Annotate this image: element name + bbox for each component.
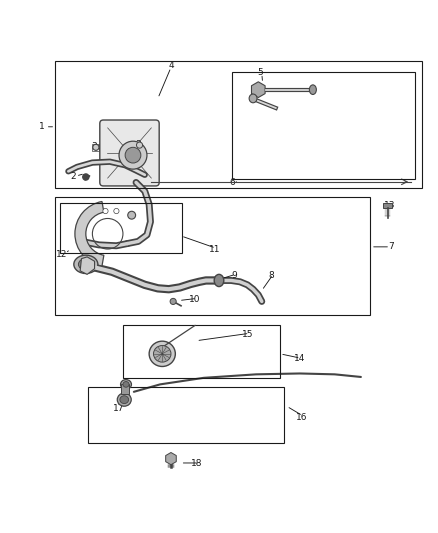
Circle shape <box>137 142 143 148</box>
Wedge shape <box>75 201 104 266</box>
Circle shape <box>170 298 176 304</box>
FancyBboxPatch shape <box>100 120 159 186</box>
Text: 18: 18 <box>191 459 203 469</box>
Ellipse shape <box>249 94 257 103</box>
Text: 9: 9 <box>231 271 237 280</box>
Polygon shape <box>80 257 95 274</box>
Ellipse shape <box>149 341 175 367</box>
Text: 2: 2 <box>70 173 75 182</box>
Bar <box>55 197 370 314</box>
Text: 12: 12 <box>56 250 67 259</box>
Text: 6: 6 <box>229 178 235 187</box>
Ellipse shape <box>117 393 131 406</box>
Text: 3: 3 <box>135 140 141 149</box>
Ellipse shape <box>120 379 131 389</box>
Text: 8: 8 <box>268 271 274 280</box>
Bar <box>92 144 99 151</box>
Text: 11: 11 <box>209 245 220 254</box>
Text: 15: 15 <box>242 330 253 338</box>
Bar <box>60 203 182 253</box>
Text: 17: 17 <box>113 404 124 413</box>
Text: 1: 1 <box>39 122 45 131</box>
Text: 16: 16 <box>296 413 308 422</box>
Ellipse shape <box>120 395 129 403</box>
Circle shape <box>103 208 108 214</box>
Ellipse shape <box>214 274 224 287</box>
Bar <box>232 72 416 179</box>
Ellipse shape <box>74 255 98 273</box>
Circle shape <box>83 174 89 180</box>
Bar <box>383 203 392 207</box>
Ellipse shape <box>123 382 129 387</box>
Text: 5: 5 <box>258 68 263 77</box>
Circle shape <box>114 208 119 214</box>
Bar <box>121 384 130 394</box>
Circle shape <box>119 141 147 169</box>
Circle shape <box>128 211 136 219</box>
Text: 3: 3 <box>92 142 97 151</box>
Ellipse shape <box>153 345 171 362</box>
Bar <box>88 386 285 443</box>
Ellipse shape <box>78 259 93 270</box>
Text: 14: 14 <box>294 354 305 362</box>
Bar <box>55 61 422 188</box>
Circle shape <box>125 147 141 163</box>
Text: 4: 4 <box>168 61 174 70</box>
Bar <box>123 326 280 378</box>
Text: 10: 10 <box>189 295 201 304</box>
Ellipse shape <box>309 85 316 94</box>
Text: 13: 13 <box>384 201 395 210</box>
Circle shape <box>93 144 99 150</box>
Text: 7: 7 <box>389 243 394 252</box>
